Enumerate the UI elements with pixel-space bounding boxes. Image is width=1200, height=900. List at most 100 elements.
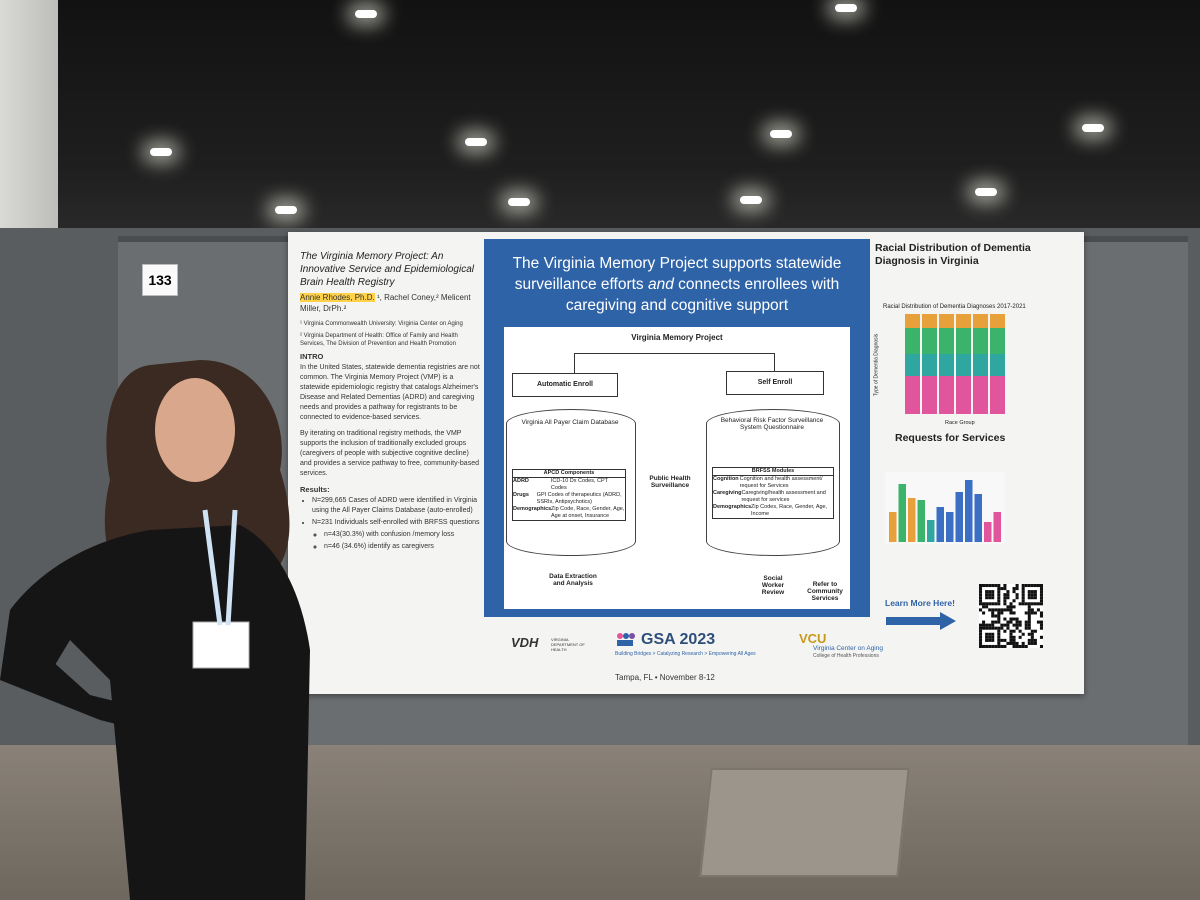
headline-part: The Virginia Memory Project supports sta… [512,255,842,293]
data-extraction-label: Data Extraction and Analysis [549,573,597,587]
stacked-bar-segment [973,328,988,354]
stacked-bar-segment [990,314,1005,328]
conference-location: Tampa, FL • November 8-12 [615,673,715,682]
request-bar [993,512,1001,542]
stacked-bar-segment [905,328,920,354]
ceiling-light [465,138,487,146]
stacked-bar-segment [905,376,920,414]
ceiling-light [770,130,792,138]
stacked-bar-segment [990,376,1005,414]
request-bar [936,507,944,542]
gsa-logo: GSA 2023 [641,631,716,648]
learn-more: Learn More Here! [885,598,955,608]
pillar [0,0,58,240]
stacked-bar-chart [905,314,1005,414]
vcu-sub2: College of Health Professions [813,653,879,659]
presenter-person [0,360,310,900]
public-health-label: Public Health Surveillance [649,475,691,489]
stacked-bar-segment [939,354,954,376]
diagram-title: Virginia Memory Project [631,333,723,342]
request-bar [946,512,954,542]
ceiling-light [355,10,377,18]
stacked-bar-segment [973,314,988,328]
brfss-table: BRFSS Modules Cognition Cognition and hea… [712,467,834,519]
ceiling-light [835,4,857,12]
vcu-logo: VCU [799,631,827,646]
poster-title: The Virginia Memory Project: An Innovati… [300,251,474,288]
stacked-bar-segment [905,314,920,328]
row-label: ADRD [513,478,529,484]
poster-footer: VDH VIRGINIA DEPARTMENT OF HEALTH GSA 20… [503,627,1063,687]
automatic-enroll-box: Automatic Enroll [512,373,618,397]
sub-result-item: n=43(30.3%) with confusion /memory loss [324,530,482,540]
affiliation-1: ¹ Virginia Commonwealth University: Virg… [300,321,463,327]
ceiling-light [275,206,297,214]
stacked-bar-segment [922,328,937,354]
poster-headline: The Virginia Memory Project supports sta… [494,253,860,316]
row-value: ICD-10 Dx Codes, CPT Codes [550,478,608,491]
brfss-label: Behavioral Risk Factor Surveillance Syst… [720,417,824,431]
right-title: Racial Distribution of Dementia Diagnosi… [875,242,1031,267]
row-value: Zip Code, Race, Gender, Age, Age at onse… [551,506,625,519]
request-bar [917,500,925,542]
stacked-bar-segment [990,328,1005,354]
sub-result-item: n=46 (34.6%) identify as caregivers [324,542,482,552]
request-bar [974,494,982,542]
results-list: N=299,665 Cases of ADRD were identified … [300,496,482,552]
stacked-bar-segment [973,354,988,376]
brfss-cylinder [706,409,840,556]
request-bar [908,498,916,542]
stacked-bar-segment [956,376,971,414]
request-bar [965,480,973,542]
stacked-bar-segment [939,328,954,354]
row-value: Caregiving/health assessment and request… [741,490,826,503]
row-value: Zip Codes, Race, Gender, Age, Income [751,504,828,517]
results-heading: Results: [300,485,330,494]
qr-code-icon[interactable] [979,584,1043,648]
booth-number: 133 [142,264,178,296]
gsa-tagline: Building Bridges > Catalyzing Research >… [615,651,756,657]
stacked-bar-segment [956,328,971,354]
poster-authors: Annie Rhodes, Ph.D. ¹, Rachel Coney,² Me… [300,292,482,314]
ceiling-light [1082,124,1104,132]
stacked-bar-segment [922,314,937,328]
chart1-title: Racial Distribution of Dementia Diagnose… [883,304,1026,310]
connector [774,353,775,371]
row-label: Demographics [713,504,752,510]
stacked-bar-segment [922,376,937,414]
vdh-sub: VIRGINIA DEPARTMENT OF HEALTH [551,637,585,652]
self-enroll-box: Self Enroll [726,371,824,395]
gsa-icon [615,631,635,649]
connector [574,353,575,373]
brfss-modules: BRFSS Modules [713,468,833,476]
stacked-bar-segment [939,314,954,328]
request-bar [984,522,992,542]
stacked-bar-segment [939,376,954,414]
authors-rest: ¹, Rachel Coney,² Melicent Miller, DrPh.… [300,293,471,313]
requests-bar-chart [885,472,1005,544]
poster-left-column: The Virginia Memory Project: An Innovati… [300,250,482,554]
poster-right-column: Racial Distribution of Dementia Diagnosi… [873,242,1075,608]
author-highlight: Annie Rhodes, Ph.D. [300,293,375,302]
headline-emphasis: and [647,276,674,293]
request-bar [955,492,963,542]
vmp-diagram: Virginia Memory Project Automatic Enroll… [504,327,850,609]
intro-heading: INTRO [300,352,324,361]
result-item: N=299,665 Cases of ADRD were identified … [312,496,482,516]
poster-center-panel: The Virginia Memory Project supports sta… [484,239,870,617]
affiliation-2: ² Virginia Department of Health: Office … [300,333,458,347]
intro-paragraph-1: In the United States, statewide dementia… [300,364,480,421]
ceiling-light [975,188,997,196]
apcd-components: APCD Components [513,470,625,478]
social-worker-label: Social Worker Review [761,575,785,596]
request-bar [927,520,935,542]
requests-title: Requests for Services [895,432,1006,444]
stacked-bar-segment [922,354,937,376]
row-value: Cognition and health assessment/ request… [739,476,823,489]
vdh-logo: VDH [511,635,539,650]
chart1-ylabel: Type of Dementia Diagnosis [873,333,880,397]
chart1-xlabel: Race Group [945,420,975,426]
floor-plate [699,768,910,877]
row-label: Caregiving [713,490,742,496]
poster: The Virginia Memory Project: An Innovati… [288,232,1084,694]
